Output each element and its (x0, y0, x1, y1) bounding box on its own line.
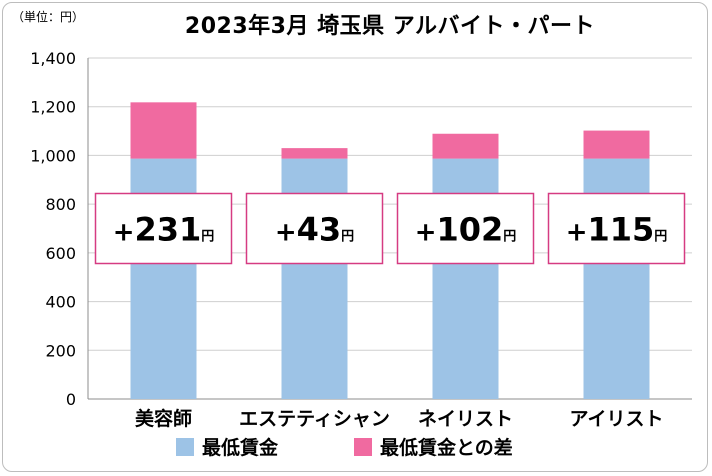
callout-box (245, 192, 384, 265)
callout-box (94, 192, 233, 265)
callout-unit: 円 (341, 230, 354, 245)
stacked-bar-chart: 0 200 400 600 800 1,000 1,200 1,400 美容師 エステティシャン ネ… (30, 49, 692, 430)
callout-label: +102円 (415, 211, 517, 249)
bar-segment-difference (432, 133, 499, 159)
y-tick-label: 1,400 (30, 49, 76, 68)
legend: 最低賃金 最低賃金との差 (0, 433, 712, 467)
callout-sign: + (566, 218, 588, 248)
chart-title: 2023年3月 埼玉県 アルバイト・パート (184, 14, 596, 39)
y-tick-label: 0 (66, 390, 76, 409)
callout-box (396, 192, 535, 265)
callout-number: 115 (587, 211, 654, 249)
x-category-label: 美容師 (135, 407, 192, 430)
bar-segment-difference (130, 102, 197, 159)
legend-label-minimum-wage: 最低賃金 (202, 437, 279, 459)
y-tick-label: 1,000 (30, 146, 76, 165)
callout-box (547, 192, 686, 265)
legend-label-difference: 最低賃金との差 (380, 437, 513, 459)
legend-swatch-minimum-wage (176, 437, 194, 456)
callout-number: 43 (297, 211, 342, 249)
callout-number: 102 (436, 211, 503, 249)
y-tick-label: 600 (45, 244, 76, 263)
x-category-label: エステティシャン (239, 408, 390, 430)
chart-frame (2, 2, 708, 472)
y-tick-label: 1,200 (30, 98, 76, 117)
legend-swatch-difference (354, 437, 372, 456)
callout-sign: + (275, 218, 297, 248)
y-tick-label: 400 (45, 293, 76, 312)
callout-unit: 円 (503, 230, 516, 245)
legend-item-difference: 最低賃金との差 (354, 433, 513, 460)
callout-unit: 円 (201, 230, 214, 245)
legend-item-minimum-wage: 最低賃金 (176, 433, 278, 460)
x-category-label: ネイリスト (418, 408, 513, 430)
y-tick-label: 200 (45, 341, 76, 360)
bar-segment-difference (583, 130, 650, 159)
callout-sign: + (113, 218, 135, 248)
callout-unit: 円 (654, 230, 667, 245)
callout-number: 231 (134, 211, 201, 249)
unit-label: （単位：円） (12, 10, 85, 24)
y-tick-label: 800 (45, 195, 76, 214)
callout-label: +115円 (566, 211, 668, 249)
callout-sign: + (415, 218, 437, 248)
callout-label: +231円 (113, 211, 215, 249)
callout-label: +43円 (275, 211, 354, 249)
bar-segment-difference (281, 148, 348, 159)
x-category-label: アイリスト (569, 408, 663, 430)
